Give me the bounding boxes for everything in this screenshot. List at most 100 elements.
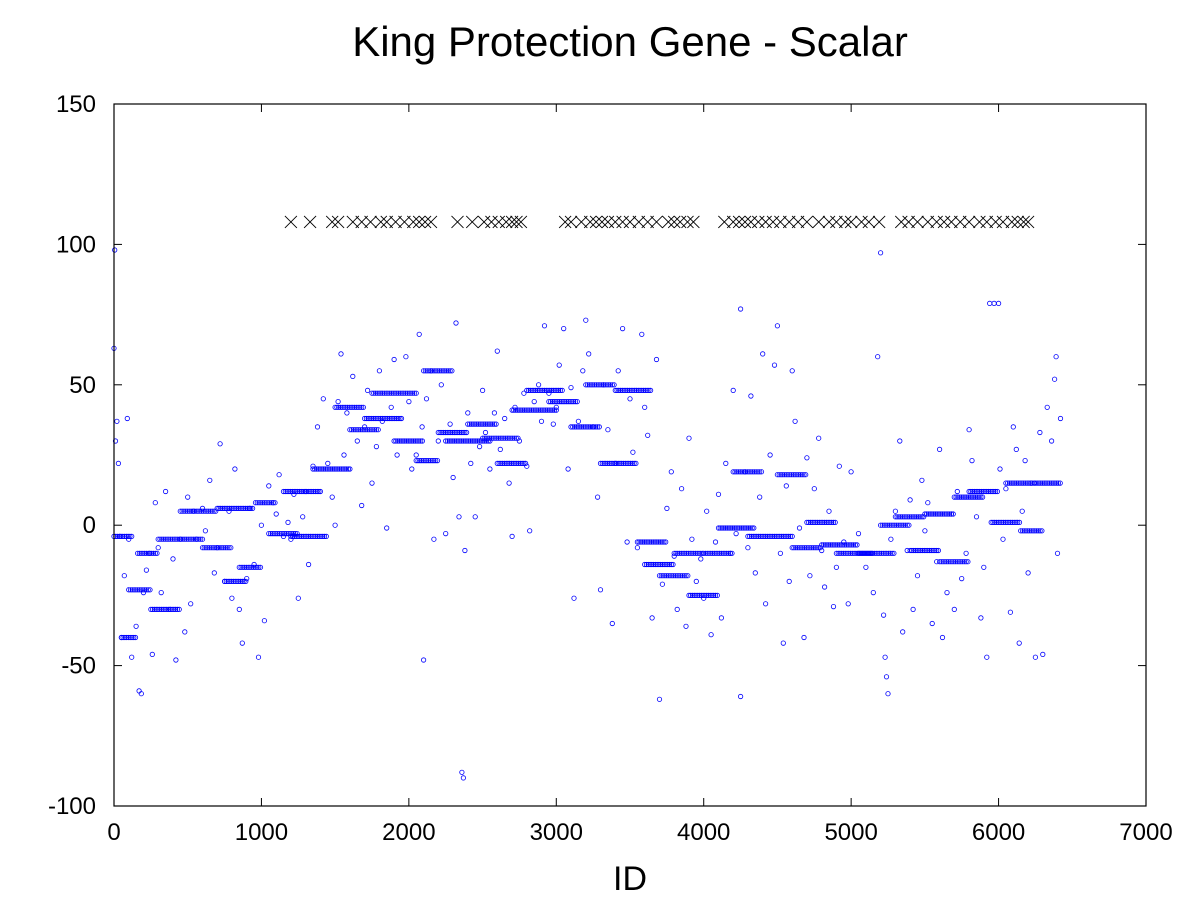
data-point (140, 587, 146, 593)
data-point (385, 390, 391, 396)
data-point (676, 573, 682, 579)
data-point (792, 472, 798, 478)
x-marker (492, 215, 506, 229)
data-point (334, 404, 340, 410)
data-point (645, 561, 651, 568)
data-point (711, 550, 717, 556)
data-point (406, 398, 412, 405)
data-point (934, 547, 940, 554)
data-point (416, 331, 422, 337)
data-point (966, 427, 972, 433)
data-point (932, 547, 938, 554)
data-point (939, 511, 946, 517)
data-point (489, 421, 496, 427)
data-point (401, 390, 407, 396)
data-point (296, 488, 303, 495)
data-point (861, 550, 867, 556)
data-point (624, 460, 630, 466)
y-tick-label: 150 (56, 91, 96, 118)
data-point (429, 457, 435, 464)
data-point (391, 356, 397, 363)
data-point (239, 505, 245, 511)
data-point (715, 491, 722, 497)
data-point (1018, 528, 1024, 534)
data-point (603, 460, 609, 466)
data-point (309, 488, 315, 495)
data-point (247, 564, 253, 570)
data-point (138, 550, 144, 556)
data-point (658, 561, 664, 568)
data-point (347, 427, 353, 433)
data-point (925, 500, 931, 506)
x-tick-label: 3000 (530, 819, 583, 846)
x-marker (667, 215, 681, 229)
x-marker (583, 215, 597, 229)
data-point (593, 424, 599, 430)
data-point (963, 550, 969, 556)
x-marker (477, 215, 491, 229)
data-point (254, 564, 260, 570)
data-point (615, 368, 621, 374)
data-point (717, 525, 723, 531)
data-point (678, 486, 685, 492)
data-point (741, 469, 747, 475)
data-point (286, 488, 292, 495)
data-point (812, 545, 818, 551)
data-point (997, 519, 1003, 526)
data-point (584, 382, 591, 388)
data-point (343, 404, 349, 410)
data-point (120, 634, 126, 641)
data-point (680, 550, 686, 556)
data-point (441, 429, 447, 436)
data-point (349, 427, 355, 433)
x-marker (608, 215, 622, 229)
data-point (681, 573, 687, 579)
data-point (766, 533, 772, 540)
data-point (434, 457, 441, 464)
x-marker (331, 215, 345, 229)
data-point (524, 387, 530, 393)
data-point (313, 533, 319, 540)
data-point (381, 390, 387, 396)
x-marker (406, 215, 420, 229)
data-point (1022, 480, 1029, 486)
data-point (501, 435, 507, 441)
data-point (425, 457, 432, 464)
data-point (530, 407, 536, 413)
data-point (739, 469, 745, 475)
data-point (127, 587, 134, 593)
data-point (819, 542, 825, 548)
data-point (833, 564, 840, 570)
data-point (868, 550, 874, 556)
data-point (374, 390, 380, 396)
data-point (954, 559, 960, 565)
data-point (654, 561, 660, 568)
data-point (873, 550, 879, 556)
data-point (179, 508, 185, 514)
data-point (287, 530, 293, 537)
data-point (548, 407, 554, 413)
x-axis-title: ID (613, 860, 647, 898)
data-point (724, 550, 730, 556)
data-point (694, 550, 700, 556)
data-point (894, 514, 900, 520)
data-point (204, 508, 210, 514)
data-point (132, 634, 139, 641)
data-point (665, 561, 671, 568)
data-point (900, 629, 906, 635)
data-point (759, 533, 765, 540)
data-point (403, 438, 410, 444)
data-point (722, 525, 729, 531)
data-point (310, 466, 316, 472)
data-point (325, 460, 331, 466)
data-point (223, 505, 229, 511)
data-point (571, 398, 577, 405)
data-point (947, 559, 953, 565)
data-point (912, 514, 918, 520)
data-point (811, 486, 817, 492)
data-point (390, 390, 396, 396)
data-point (886, 522, 893, 528)
data-point (519, 460, 525, 466)
data-point (687, 550, 693, 556)
data-point (497, 446, 503, 452)
